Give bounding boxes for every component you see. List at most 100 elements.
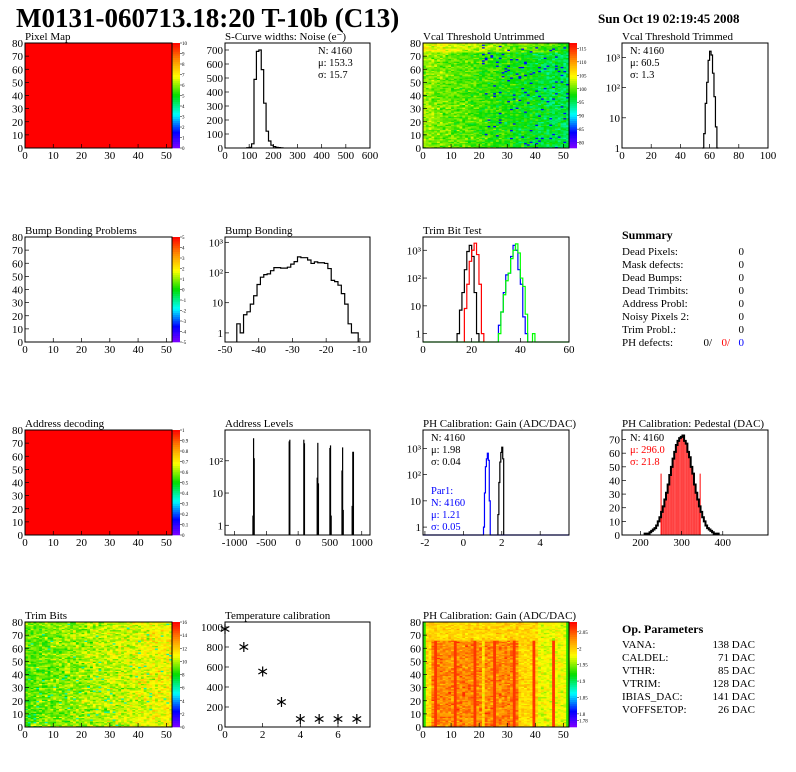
- heatmap-cell: [490, 117, 494, 120]
- heatmap-cell: [493, 108, 497, 111]
- heatmap-cell: [498, 127, 502, 129]
- heatmap-cell: [512, 123, 516, 125]
- heatmap-cell: [496, 64, 500, 66]
- heatmap-cell: [552, 52, 556, 54]
- heatmap-cell: [428, 52, 432, 54]
- heatmap-cell: [546, 50, 550, 53]
- heatmap-cell: [445, 124, 449, 126]
- heatmap-cell: [557, 75, 561, 78]
- palette-swatch: [172, 436, 180, 439]
- stats-line: μ: 153.3: [318, 58, 353, 69]
- heatmap-cell: [540, 125, 545, 128]
- heatmap-cell: [521, 96, 525, 99]
- heatmap-cell: [439, 129, 443, 132]
- heatmap-cell: [456, 95, 460, 98]
- heatmap-cell: [453, 145, 457, 147]
- heatmap-cell: [512, 78, 516, 81]
- heatmap-cell: [431, 67, 435, 70]
- heatmap-cell: [437, 119, 441, 121]
- heatmap-cell: [484, 73, 488, 75]
- heatmap-cell: [448, 48, 452, 50]
- heatmap-cell: [563, 136, 567, 138]
- heatmap-cell: [524, 124, 528, 126]
- heatmap-cell: [465, 60, 469, 62]
- heatmap-cell: [423, 67, 427, 70]
- heatmap-cell: [473, 87, 477, 90]
- heatmap-cell: [487, 62, 491, 65]
- heatmap-cell: [504, 87, 508, 90]
- histogram-bar: [289, 439, 291, 535]
- heatmap-cell: [423, 43, 427, 45]
- heatmap-cell: [540, 60, 545, 62]
- heatmap-cell: [557, 56, 561, 58]
- heatmap-cell: [560, 53, 564, 56]
- heatmap-cell: [484, 57, 488, 60]
- heatmap-cell: [529, 83, 533, 86]
- heatmap-cell: [442, 43, 446, 45]
- heatmap-cell: [515, 119, 519, 121]
- heatmap-cell: [431, 116, 435, 119]
- heatmap-cell: [554, 61, 559, 63]
- heatmap-cell: [493, 77, 497, 79]
- heatmap-cell: [456, 90, 460, 92]
- heatmap-cell: [493, 44, 497, 46]
- palette-swatch: [172, 325, 180, 328]
- heatmap-cell: [501, 85, 505, 87]
- heatmap-cell: [434, 66, 438, 69]
- heatmap-cell: [507, 123, 511, 125]
- heatmap-cell: [496, 117, 500, 120]
- heatmap-cell: [524, 85, 528, 87]
- heatmap-cell: [484, 69, 488, 71]
- heatmap-cell: [566, 91, 570, 94]
- heatmap-cell: [546, 61, 550, 63]
- heatmap-cell: [560, 66, 564, 69]
- heatmap-cell: [453, 109, 457, 112]
- heatmap-cells: [25, 43, 172, 148]
- y-tick-label: 30: [12, 491, 24, 503]
- heatmap-cell: [459, 70, 463, 73]
- heatmap-cell: [479, 125, 483, 128]
- heatmap-cell: [465, 49, 469, 52]
- heatmap-cell: [425, 132, 429, 134]
- heatmap-cell: [549, 46, 553, 49]
- heatmap-cell: [451, 96, 455, 99]
- heatmap-cell: [451, 111, 455, 113]
- heatmap-cell: [529, 102, 533, 104]
- heatmap-cell: [481, 44, 486, 46]
- heatmap-cell: [473, 130, 477, 133]
- heatmap-cell: [481, 121, 486, 124]
- stats-line: σ: 0.04: [431, 457, 461, 468]
- heatmap-cell: [453, 49, 457, 52]
- heatmap-cell: [552, 56, 556, 58]
- fill-bar: [672, 458, 675, 535]
- heatmap-cell: [543, 50, 547, 53]
- heatmap-cell: [484, 87, 488, 90]
- heatmap-cell: [538, 95, 542, 98]
- heatmap-cell: [563, 107, 567, 109]
- heatmap-cell: [535, 142, 539, 145]
- palette-swatch: [172, 499, 180, 502]
- heatmap-cell: [476, 112, 480, 115]
- heatmap-cell: [462, 134, 466, 137]
- heatmap-cell: [465, 50, 469, 53]
- heatmap-cell: [549, 137, 553, 140]
- heatmap-cell: [470, 96, 474, 99]
- heatmap-cell: [428, 95, 432, 98]
- heatmap-cell: [442, 78, 446, 81]
- heatmap-cell: [451, 67, 455, 70]
- heatmap-cell: [423, 62, 427, 65]
- heatmap-cell: [526, 69, 530, 71]
- heatmap-cell: [423, 61, 427, 63]
- heatmap-cell: [557, 100, 561, 103]
- heatmap-cell: [552, 133, 556, 136]
- heatmap-cell: [467, 52, 472, 54]
- heatmap-cell: [445, 123, 449, 125]
- heatmap-cell: [532, 45, 536, 48]
- heatmap-cell: [465, 82, 469, 84]
- heatmap-cell: [518, 129, 522, 132]
- heatmap-cell: [462, 48, 466, 50]
- heatmap-cell: [487, 137, 491, 140]
- heatmap-cell: [453, 92, 457, 95]
- heatmap-cell: [563, 79, 567, 82]
- fill-bar: [684, 440, 686, 535]
